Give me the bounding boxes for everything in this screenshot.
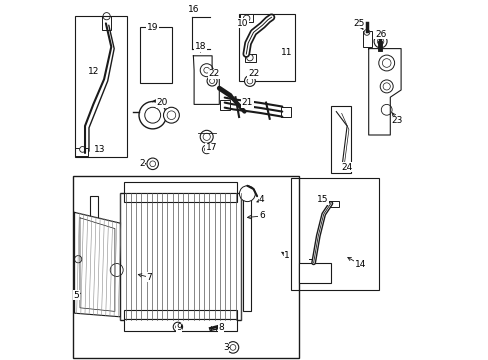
Bar [102,16,111,30]
Circle shape [144,107,160,123]
Circle shape [103,13,110,20]
Bar [123,319,237,331]
Circle shape [200,130,213,143]
Circle shape [173,322,182,332]
Circle shape [75,256,81,263]
Polygon shape [75,212,120,317]
Circle shape [163,107,179,123]
Circle shape [209,78,214,84]
Bar [73,176,298,358]
Circle shape [206,76,217,86]
Text: 2: 2 [139,159,144,168]
Polygon shape [193,56,219,104]
Circle shape [203,67,209,73]
Text: 7: 7 [146,273,152,282]
Bar [239,14,294,81]
Text: 18: 18 [194,42,206,51]
Bar [120,193,241,320]
Bar [280,107,290,117]
Bar [75,148,88,156]
Text: 17: 17 [205,143,217,152]
Circle shape [363,30,369,35]
Text: 8: 8 [218,323,224,332]
Circle shape [244,76,255,86]
Text: 22: 22 [247,69,259,78]
Bar [220,100,230,110]
Bar [123,310,237,319]
Text: 15: 15 [317,195,328,204]
Bar [330,106,350,173]
Circle shape [230,345,235,350]
Text: 26: 26 [374,30,386,39]
Text: 12: 12 [88,68,100,77]
Text: 5: 5 [73,291,79,300]
Circle shape [110,264,123,276]
Bar [140,27,172,83]
Circle shape [204,147,208,152]
Text: 19: 19 [147,22,158,31]
Text: 11: 11 [281,48,292,57]
Circle shape [239,186,255,202]
Circle shape [139,102,166,129]
Text: 23: 23 [391,116,403,125]
Circle shape [175,325,180,329]
Text: 16: 16 [188,4,200,13]
Text: 10: 10 [237,19,248,28]
Text: 1: 1 [284,251,289,260]
Text: 25: 25 [352,19,364,28]
Circle shape [378,55,394,71]
Circle shape [373,35,386,48]
Bar [123,182,237,193]
Circle shape [200,64,213,77]
Text: 21: 21 [241,98,253,107]
Bar [362,31,371,47]
Bar [298,263,330,283]
Circle shape [243,15,249,22]
Circle shape [377,38,383,45]
Text: 14: 14 [354,260,366,269]
Bar [90,196,98,311]
Circle shape [203,133,210,140]
Circle shape [246,78,252,84]
Text: 4: 4 [259,195,264,204]
Bar [244,54,256,62]
Circle shape [381,104,391,115]
Text: 22: 22 [208,69,219,78]
Text: 6: 6 [258,211,264,220]
Circle shape [80,147,85,152]
Circle shape [149,161,155,167]
Bar [291,178,379,290]
Text: 20: 20 [156,98,167,107]
Text: 3: 3 [223,343,228,352]
Polygon shape [368,49,400,135]
Bar [239,14,253,22]
Text: 13: 13 [94,145,105,154]
Circle shape [382,59,390,67]
Circle shape [380,80,392,93]
Text: 9: 9 [176,323,182,332]
Bar [327,201,338,207]
Bar [75,16,126,157]
Circle shape [246,54,253,61]
Bar [242,196,250,311]
Bar [123,193,237,202]
Circle shape [202,145,211,154]
Text: 24: 24 [341,163,352,172]
Circle shape [382,83,389,90]
Circle shape [146,158,158,170]
Circle shape [167,111,175,120]
Circle shape [227,342,238,353]
